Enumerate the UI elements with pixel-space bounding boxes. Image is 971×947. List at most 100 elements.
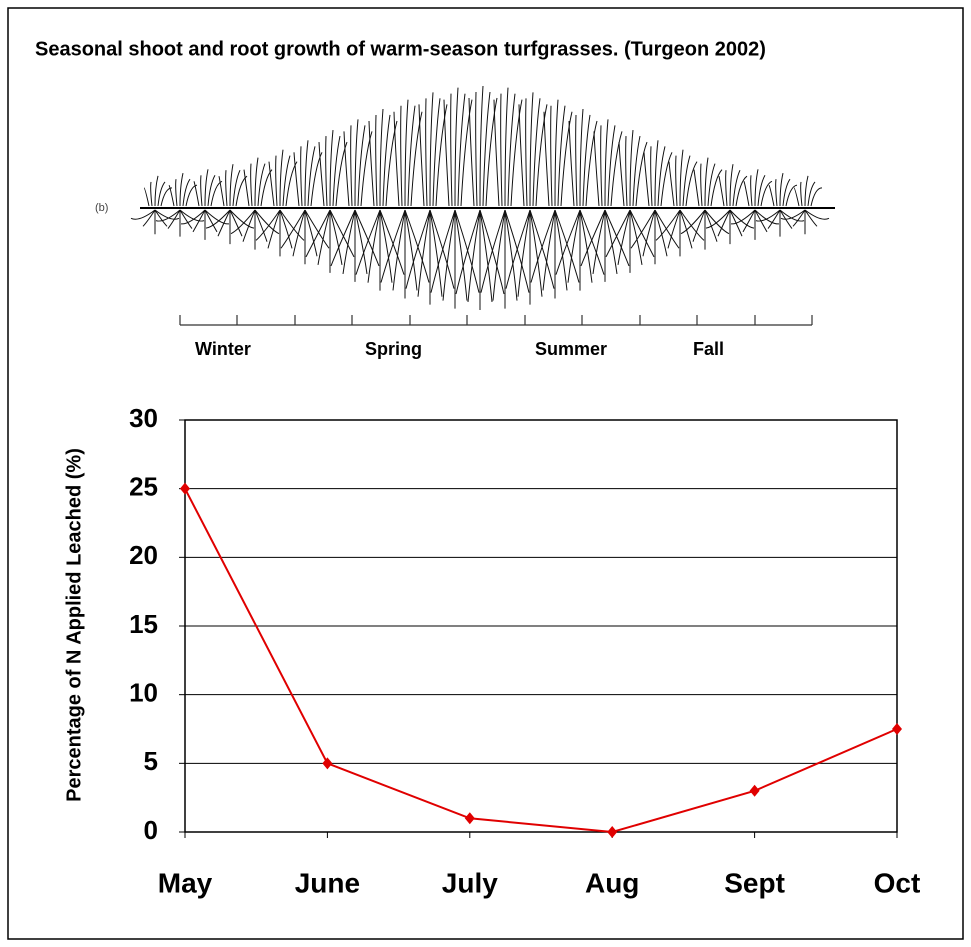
root: [555, 209, 581, 275]
shoot: [168, 184, 175, 207]
root: [617, 209, 631, 265]
shoot: [729, 164, 734, 207]
root: [554, 209, 568, 291]
shoot: [350, 125, 353, 207]
shoot: [282, 155, 291, 207]
shoot: [393, 111, 400, 207]
root: [704, 209, 730, 235]
shoot: [629, 130, 634, 207]
shoot: [210, 180, 223, 207]
root: [679, 209, 693, 249]
root: [529, 209, 555, 289]
shoot: [410, 111, 423, 207]
data-point: [607, 826, 618, 838]
shoot: [385, 120, 398, 207]
root: [580, 209, 606, 267]
shoot: [518, 104, 525, 207]
root: [342, 209, 356, 274]
shoot: [443, 99, 450, 207]
root: [604, 209, 618, 274]
root: [280, 209, 306, 249]
root: [329, 209, 343, 265]
shoot: [375, 114, 378, 207]
root: [479, 209, 505, 295]
root: [729, 209, 743, 237]
shoot: [793, 187, 800, 207]
root: [392, 209, 406, 291]
shoot: [400, 105, 403, 207]
shoot: [435, 104, 448, 207]
y-tick-label: 25: [129, 472, 158, 502]
shoot: [285, 161, 298, 207]
shoot: [807, 181, 816, 207]
root: [779, 209, 805, 222]
shoot: [668, 161, 675, 207]
root: [730, 209, 756, 225]
root: [480, 209, 506, 293]
shoot: [185, 184, 198, 207]
shoot: [804, 175, 809, 207]
root: [305, 209, 331, 258]
shoot: [700, 163, 703, 207]
root: [629, 209, 655, 258]
shoot: [760, 180, 773, 207]
root: [792, 209, 806, 227]
grass-illustration: [130, 85, 830, 310]
plot-border: [184, 419, 898, 833]
shoot: [693, 169, 700, 207]
shoot: [457, 93, 466, 207]
root: [754, 209, 768, 233]
x-tick-label: May: [158, 867, 213, 898]
root: [354, 209, 368, 274]
root: [692, 209, 706, 242]
shoot: [718, 176, 725, 207]
shoot: [200, 175, 203, 207]
shoot: [335, 141, 348, 207]
shoot: [593, 131, 600, 207]
shoot: [535, 104, 548, 207]
root: [229, 209, 243, 237]
root: [155, 209, 181, 222]
root: [130, 209, 156, 220]
shoot: [618, 142, 625, 207]
shoot: [143, 187, 150, 207]
shoot: [754, 169, 759, 207]
shoot: [735, 175, 748, 207]
root: [142, 209, 156, 227]
shoot: [232, 169, 241, 207]
root: [604, 209, 630, 267]
root: [254, 209, 268, 242]
shoot: [785, 184, 798, 207]
shoot: [643, 152, 650, 207]
data-point: [892, 723, 902, 735]
season-label: Summer: [535, 339, 607, 359]
shoot: [529, 92, 534, 207]
shoot: [532, 98, 541, 207]
shoot: [307, 146, 316, 207]
root: [230, 209, 256, 235]
season-label: Spring: [365, 339, 422, 359]
root: [379, 209, 393, 283]
root: [704, 209, 718, 242]
shoot: [675, 155, 678, 207]
shoot: [360, 131, 373, 207]
season-label: Winter: [195, 339, 251, 359]
root: [755, 209, 781, 222]
shoot: [268, 161, 275, 207]
shoot: [260, 169, 273, 207]
shoot: [743, 181, 750, 207]
shoot: [160, 187, 173, 207]
shoot: [775, 179, 778, 207]
shoot: [757, 175, 766, 207]
shoot: [207, 175, 216, 207]
shoot: [732, 169, 741, 207]
shoot: [425, 98, 428, 207]
shoot: [225, 170, 228, 207]
root: [780, 209, 806, 220]
shoot: [250, 163, 253, 207]
root: [655, 209, 681, 241]
root: [779, 209, 793, 229]
shoot: [354, 119, 359, 207]
root: [429, 209, 443, 297]
shoot: [229, 164, 234, 207]
